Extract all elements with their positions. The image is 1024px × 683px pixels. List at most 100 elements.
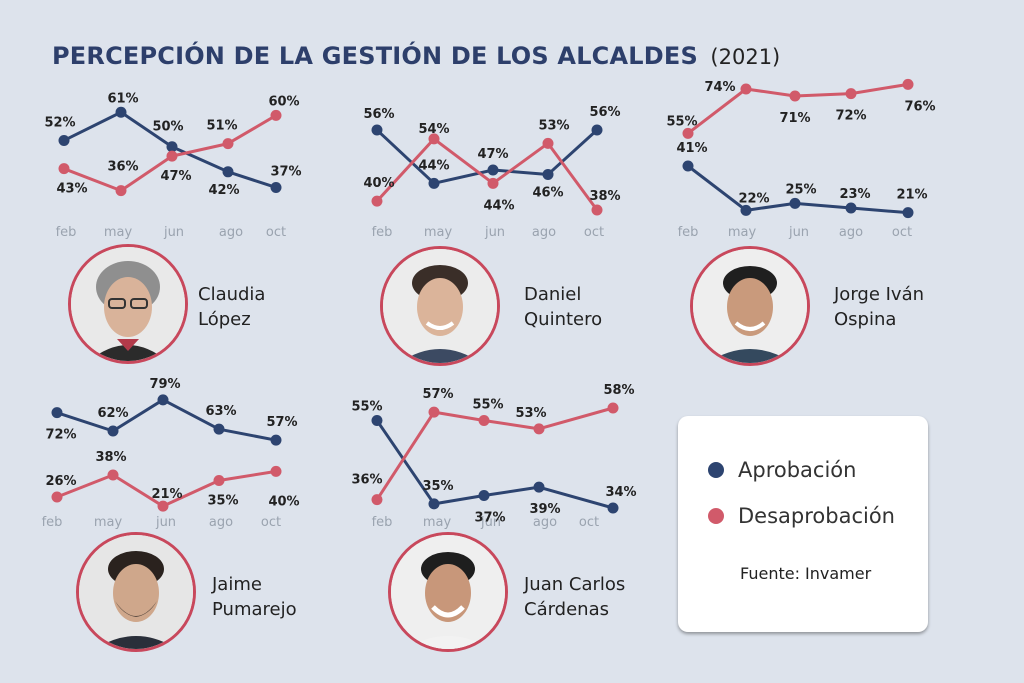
month-tick-label: oct <box>892 225 912 240</box>
month-tick-label: ago <box>533 515 557 530</box>
data-label: 56% <box>589 105 620 120</box>
disapproval-point <box>845 88 857 100</box>
disapproval-point <box>58 163 70 175</box>
data-label: 44% <box>483 198 514 213</box>
month-tick-label: may <box>104 225 133 240</box>
line-chart-5: feb may jun ago oct 55% 35% 37% 39% 34% 36% 57% 55% 5… <box>351 383 636 530</box>
approval-point <box>371 415 383 426</box>
data-label: 43% <box>56 182 87 197</box>
month-tick-label: ago <box>839 225 863 240</box>
month-tick-label: feb <box>372 515 393 530</box>
data-label: 36% <box>107 160 138 175</box>
data-label: 62% <box>97 406 128 421</box>
approval-series-line <box>56 398 277 442</box>
approval-point <box>51 407 63 419</box>
first-name: Claudia <box>198 284 266 305</box>
portrait-avatar <box>690 246 810 366</box>
disapproval-point <box>428 133 440 145</box>
disapproval-point <box>115 185 127 197</box>
first-name: Jaime <box>212 574 262 595</box>
mayor-name: Juan Carlos Cárdenas <box>524 572 625 622</box>
title-year: (2021) <box>710 45 781 69</box>
last-name: Pumarejo <box>212 599 297 620</box>
data-label: 25% <box>785 182 816 197</box>
data-label: 60% <box>268 94 299 109</box>
month-tick-label: may <box>423 515 452 530</box>
month-tick-label: may <box>94 515 123 530</box>
data-label: 26% <box>45 474 76 489</box>
approval-series-line <box>375 419 614 510</box>
portrait-avatar <box>380 246 500 366</box>
approval-point <box>789 197 801 209</box>
data-label: 41% <box>676 141 707 156</box>
disapproval-point <box>157 500 169 512</box>
approval-point <box>487 164 499 176</box>
approval-point <box>270 181 282 193</box>
disapproval-point <box>270 465 282 477</box>
data-label: 23% <box>839 187 870 202</box>
data-label: 44% <box>418 158 449 173</box>
approval-point <box>740 204 752 216</box>
data-label: 72% <box>45 428 76 443</box>
data-label: 38% <box>589 189 620 204</box>
data-label: 35% <box>207 494 238 509</box>
approval-point <box>157 394 169 406</box>
month-tick-label: ago <box>209 515 233 530</box>
month-tick-label: oct <box>266 225 286 240</box>
disapproval-point <box>166 150 178 162</box>
month-tick-label: oct <box>261 515 281 530</box>
disapproval-point <box>682 127 694 139</box>
last-name: Cárdenas <box>524 599 609 620</box>
data-label: 37% <box>474 511 505 526</box>
data-label: 38% <box>95 450 126 465</box>
data-label: 53% <box>515 406 546 421</box>
data-label: 71% <box>779 111 810 126</box>
approval-point <box>682 160 694 172</box>
page-title: PERCEPCIÓN DE LA GESTIÓN DE LOS ALCALDES… <box>52 42 780 70</box>
portrait-avatar <box>76 532 196 652</box>
month-tick-label: jun <box>155 515 176 530</box>
month-tick-label: oct <box>579 515 599 530</box>
approval-point <box>542 168 554 180</box>
approval-point <box>428 498 440 510</box>
data-label: 21% <box>151 487 182 502</box>
approval-point <box>222 166 234 178</box>
mayor-name: Jaime Pumarejo <box>212 572 297 622</box>
disapproval-point <box>371 494 383 506</box>
data-label: 21% <box>896 188 927 203</box>
approval-point <box>607 502 619 514</box>
data-label: 39% <box>529 502 560 517</box>
month-tick-label: may <box>728 225 757 240</box>
month-tick-label: ago <box>532 225 556 240</box>
data-label: 35% <box>422 479 453 494</box>
month-tick-label: may <box>424 225 453 240</box>
approval-point <box>213 423 225 435</box>
disapproval-point <box>607 402 619 414</box>
line-chart-1: feb may jun ago oct 52% 61% 50% 42% 37% 43% 36% 47% 5… <box>44 91 301 240</box>
last-name: López <box>198 309 251 330</box>
disapproval-point <box>487 177 499 189</box>
approval-point <box>107 425 119 437</box>
data-label: 63% <box>205 404 236 419</box>
data-label: 76% <box>904 99 935 114</box>
approval-point <box>902 207 914 219</box>
data-label: 47% <box>477 147 508 162</box>
disapproval-point <box>270 109 282 121</box>
portrait-avatar <box>388 532 508 652</box>
disapproval-point <box>51 491 63 503</box>
data-label: 72% <box>835 109 866 124</box>
line-chart-4: feb may jun ago oct 72% 62% 79% 63% 57% 26% 38% 21% 3… <box>42 377 300 530</box>
first-name: Jorge Iván <box>834 284 925 305</box>
disapproval-point <box>902 78 914 90</box>
month-tick-label: feb <box>372 225 393 240</box>
data-label: 74% <box>704 80 735 95</box>
mayor-name: Claudia López <box>198 282 265 332</box>
approval-point <box>115 106 127 118</box>
data-label: 55% <box>351 400 382 415</box>
data-label: 54% <box>418 122 449 137</box>
disapproval-point <box>107 469 119 481</box>
approval-point <box>478 490 490 501</box>
data-label: 50% <box>152 120 183 135</box>
disapproval-point <box>591 204 603 216</box>
